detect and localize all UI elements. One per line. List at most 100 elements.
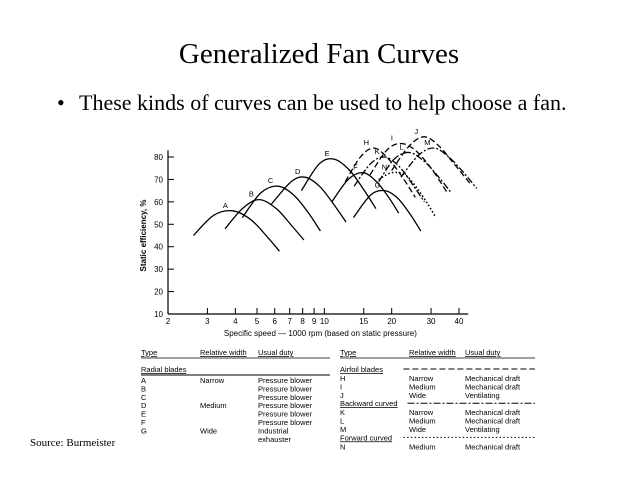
legend-row-width: Medium xyxy=(409,417,436,426)
series-curve-e xyxy=(300,158,377,209)
legend-header-type: Type xyxy=(141,348,157,357)
series-label-a: A xyxy=(223,201,228,210)
x-tick-label: 20 xyxy=(387,317,396,326)
y-tick-label: 80 xyxy=(154,153,163,162)
legend-row-duty: Ventilating xyxy=(465,425,500,434)
series-label-l: L xyxy=(399,143,403,152)
y-tick-label: 40 xyxy=(154,243,163,252)
legend-row-type: K xyxy=(340,408,345,417)
x-tick-label: 6 xyxy=(272,317,277,326)
legend-row-type: F xyxy=(141,418,146,427)
legend-row-duty: Pressure blower xyxy=(258,393,313,402)
x-tick-label: 9 xyxy=(312,317,317,326)
series-label-m: M xyxy=(424,138,430,147)
series-curve-i xyxy=(369,142,448,194)
series-curve-c xyxy=(241,185,321,232)
legend-row-duty: Pressure blower xyxy=(258,401,313,410)
chart-series xyxy=(193,136,478,252)
series-curve-h xyxy=(344,147,416,198)
legend-row-width: Narrow xyxy=(200,376,225,385)
x-tick-label: 8 xyxy=(300,317,305,326)
x-axis-label: Specific speed — 1000 rpm (based on stat… xyxy=(224,329,417,338)
legend-group-name: Airfoil blades xyxy=(340,365,383,374)
legend-header-width: Relative width xyxy=(200,348,247,357)
series-label-d: D xyxy=(295,167,301,176)
source-note: Source: Burmeister xyxy=(30,437,116,449)
series-label-e: E xyxy=(324,149,329,158)
series-curve-f xyxy=(331,172,400,214)
legend-row-width: Wide xyxy=(200,426,217,435)
legend-row-duty: Mechanical draft xyxy=(465,374,521,383)
chart-labels: A B C D E F G H I J K L M N xyxy=(223,127,431,210)
series-label-k: K xyxy=(375,147,380,156)
series-label-g: G xyxy=(375,181,381,190)
legend-row-duty: Mechanical draft xyxy=(465,417,521,426)
legend-group-name: Forward curved xyxy=(340,433,392,442)
legend-row-duty: Industrial xyxy=(258,426,289,435)
legend-row-width: Wide xyxy=(409,425,426,434)
legend-row-type: E xyxy=(141,410,146,419)
y-axis-label: Static efficiency, % xyxy=(139,200,148,272)
x-tick-label: 40 xyxy=(455,317,464,326)
legend-header-width: Relative width xyxy=(409,348,456,357)
series-label-b: B xyxy=(249,190,254,199)
slide-title: Generalized Fan Curves xyxy=(178,38,460,70)
legend-row-type: I xyxy=(340,382,342,391)
legend-row-type: L xyxy=(340,417,344,426)
series-label-j: J xyxy=(414,127,418,136)
series-label-f: F xyxy=(353,163,358,172)
legend-row-type: N xyxy=(340,442,345,451)
legend-row-type: J xyxy=(340,391,344,400)
legend-row-duty: Pressure blower xyxy=(258,384,313,393)
series-curve-g xyxy=(352,189,422,232)
series-label-h: H xyxy=(364,138,369,147)
series-label-n: N xyxy=(382,163,387,172)
legend-header-duty: Usual duty xyxy=(465,348,501,357)
legend-row-duty: Mechanical draft xyxy=(465,442,521,451)
legend-row-type: B xyxy=(141,384,146,393)
legend-row-duty: Ventilating xyxy=(465,391,500,400)
legend-row-type: H xyxy=(340,374,345,383)
legend-group-name: Backward curved xyxy=(340,399,398,408)
x-tick-label: 10 xyxy=(320,317,329,326)
series-label-i: I xyxy=(391,134,393,143)
legend-row-duty: Mechanical draft xyxy=(465,408,521,417)
y-tick-label: 30 xyxy=(154,265,163,274)
x-tick-label: 7 xyxy=(287,317,292,326)
y-tick-label: 50 xyxy=(154,220,163,229)
series-curve-j xyxy=(391,136,471,185)
legend-row-duty: Pressure blower xyxy=(258,418,313,427)
legend-row-width: Wide xyxy=(409,391,426,400)
x-tick-label: 2 xyxy=(166,317,171,326)
legend-row-type: M xyxy=(340,425,346,434)
legend-row-duty: Mechanical draft xyxy=(465,382,521,391)
series-curve-m xyxy=(400,147,478,189)
y-tick-label: 20 xyxy=(154,288,163,297)
series-curve-d xyxy=(270,176,347,223)
x-tick-label: 30 xyxy=(427,317,436,326)
series-curve-a xyxy=(193,209,280,252)
legend-row-type: C xyxy=(141,393,147,402)
y-tick-label: 10 xyxy=(154,310,163,319)
series-label-c: C xyxy=(268,176,274,185)
series-curve-n xyxy=(378,171,437,218)
legend-row-duty: exhauster xyxy=(258,435,291,444)
legend-group-radial: Radial blades xyxy=(141,365,187,374)
legend-row-width: Narrow xyxy=(409,374,434,383)
chart-legend: Type Relative width Usual duty Radial blade… xyxy=(141,348,535,451)
legend-header-duty: Usual duty xyxy=(258,348,294,357)
y-tick-label: 60 xyxy=(154,198,163,207)
legend-row-width: Medium xyxy=(409,442,436,451)
legend-row-width: Medium xyxy=(200,401,227,410)
legend-row-duty: Pressure blower xyxy=(258,376,313,385)
x-tick-label: 4 xyxy=(233,317,238,326)
x-tick-label: 3 xyxy=(205,317,210,326)
legend-row-type: G xyxy=(141,426,147,435)
legend-row-type: A xyxy=(141,376,146,385)
series-curve-l xyxy=(378,151,452,194)
legend-header-type: Type xyxy=(340,348,356,357)
bullet-text: These kinds of curves can be used to hel… xyxy=(79,90,567,115)
series-curve-b xyxy=(224,198,305,241)
y-tick-label: 70 xyxy=(154,175,163,184)
